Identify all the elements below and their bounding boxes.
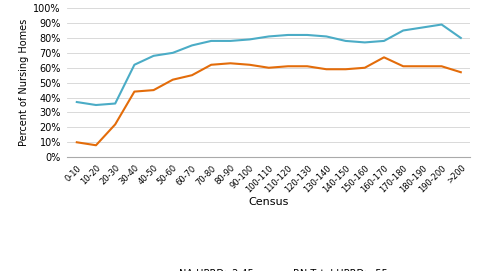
NA HPRD>2.45 <box>266 35 272 38</box>
RN Total HPRD>.55 <box>324 68 329 71</box>
RN Total HPRD>.55 <box>93 144 99 147</box>
RN Total HPRD>.55 <box>132 90 137 93</box>
RN Total HPRD>.55 <box>420 65 425 68</box>
NA HPRD>2.45 <box>439 23 444 26</box>
NA HPRD>2.45 <box>170 51 176 54</box>
NA HPRD>2.45 <box>74 101 80 104</box>
RN Total HPRD>.55 <box>285 65 291 68</box>
NA HPRD>2.45 <box>420 26 425 29</box>
RN Total HPRD>.55 <box>151 89 156 92</box>
NA HPRD>2.45 <box>304 33 310 37</box>
NA HPRD>2.45 <box>93 104 99 107</box>
NA HPRD>2.45 <box>381 39 387 43</box>
NA HPRD>2.45 <box>228 39 233 43</box>
NA HPRD>2.45 <box>343 39 348 43</box>
Legend: NA HPRD>2.45, RN Total HPRD>.55: NA HPRD>2.45, RN Total HPRD>.55 <box>150 269 387 271</box>
RN Total HPRD>.55 <box>362 66 368 69</box>
NA HPRD>2.45 <box>208 39 214 43</box>
RN Total HPRD>.55 <box>400 65 406 68</box>
RN Total HPRD>.55 <box>112 123 118 126</box>
X-axis label: Census: Census <box>249 197 289 207</box>
NA HPRD>2.45 <box>285 33 291 37</box>
NA HPRD>2.45 <box>247 38 252 41</box>
RN Total HPRD>.55 <box>343 68 348 71</box>
Y-axis label: Percent of Nursing Homes: Percent of Nursing Homes <box>19 19 29 146</box>
RN Total HPRD>.55 <box>208 63 214 66</box>
NA HPRD>2.45 <box>112 102 118 105</box>
NA HPRD>2.45 <box>324 35 329 38</box>
NA HPRD>2.45 <box>132 63 137 66</box>
NA HPRD>2.45 <box>458 36 464 40</box>
NA HPRD>2.45 <box>400 29 406 32</box>
RN Total HPRD>.55 <box>170 78 176 81</box>
Line: NA HPRD>2.45: NA HPRD>2.45 <box>77 25 461 105</box>
RN Total HPRD>.55 <box>304 65 310 68</box>
RN Total HPRD>.55 <box>247 63 252 66</box>
RN Total HPRD>.55 <box>228 62 233 65</box>
RN Total HPRD>.55 <box>439 65 444 68</box>
RN Total HPRD>.55 <box>458 70 464 74</box>
RN Total HPRD>.55 <box>74 141 80 144</box>
Line: RN Total HPRD>.55: RN Total HPRD>.55 <box>77 57 461 145</box>
NA HPRD>2.45 <box>189 44 195 47</box>
RN Total HPRD>.55 <box>189 74 195 77</box>
NA HPRD>2.45 <box>151 54 156 57</box>
NA HPRD>2.45 <box>362 41 368 44</box>
RN Total HPRD>.55 <box>266 66 272 69</box>
RN Total HPRD>.55 <box>381 56 387 59</box>
